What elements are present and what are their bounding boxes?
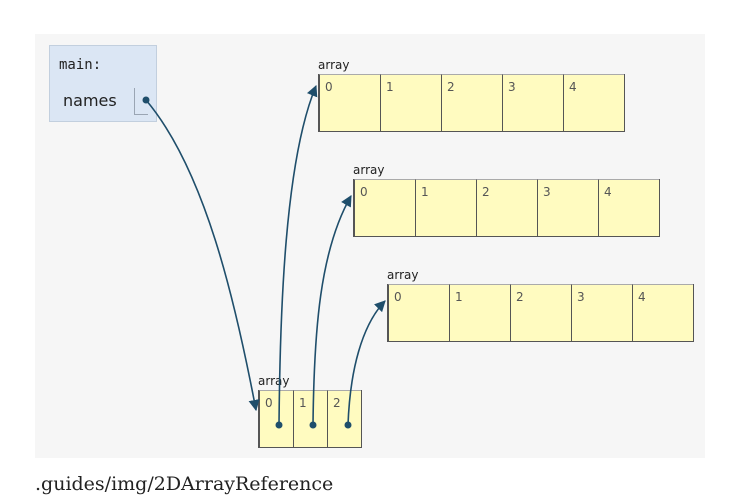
cell-index: 3 [543,185,551,199]
cell-index: 2 [482,185,490,199]
cell-index: 0 [360,185,368,199]
array-cell: 0 [319,74,380,131]
array-outer: 0 1 2 [258,390,362,448]
arrow-cell2-to-row2 [347,300,386,426]
cell-index: 3 [577,290,585,304]
array-label-outer: array [258,374,290,388]
array-row-0: 0 1 2 3 4 [318,74,625,132]
array-cell: 3 [571,284,632,341]
frame-title: main: [59,57,102,73]
array-label-row-1: array [353,163,385,177]
cell-index: 4 [569,80,577,94]
cell-index: 0 [394,290,402,304]
array-cell: 1 [449,284,510,341]
array-row-1: 0 1 2 3 4 [353,179,660,237]
pointer-dot-cell-1 [309,421,317,429]
pointer-dot-cell-2 [344,421,352,429]
cell-index: 1 [455,290,463,304]
cell-index: 2 [516,290,524,304]
pointer-dot-names [142,96,150,104]
variable-name: names [63,91,117,110]
array-cell: 0 [259,390,293,447]
cell-index: 4 [604,185,612,199]
array-cell: 2 [476,179,537,236]
array-label-row-2: array [387,268,419,282]
cell-index: 2 [447,80,455,94]
array-cell: 1 [293,390,327,447]
cell-index: 2 [333,396,341,410]
array-cell: 4 [598,179,659,236]
arrow-names-to-outer [145,99,260,412]
array-cell: 0 [388,284,449,341]
array-cell: 2 [510,284,571,341]
stack-frame-main: main: names [49,45,157,122]
array-cell: 2 [441,74,502,131]
cell-index: 0 [265,396,273,410]
cell-index: 1 [421,185,429,199]
array-cell: 4 [632,284,693,341]
cell-index: 3 [508,80,516,94]
pointer-dot-cell-0 [275,421,283,429]
cell-index: 4 [638,290,646,304]
array-cell: 1 [415,179,476,236]
array-cell: 3 [502,74,563,131]
array-cell: 1 [380,74,441,131]
array-cell: 4 [563,74,624,131]
array-label-row-0: array [318,58,350,72]
array-cell: 3 [537,179,598,236]
arrow-cell1-to-row1 [312,195,352,426]
cell-index: 0 [325,80,333,94]
image-caption: .guides/img/2DArrayReference [35,473,334,495]
array-cell: 2 [327,390,361,447]
variable-slot [134,88,148,115]
array-cell: 0 [354,179,415,236]
array-row-2: 0 1 2 3 4 [387,284,694,342]
cell-index: 1 [299,396,307,410]
arrow-cell0-to-row0 [278,84,318,426]
cell-index: 1 [386,80,394,94]
